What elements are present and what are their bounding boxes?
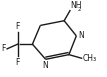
Text: F: F <box>15 22 20 31</box>
Text: 2: 2 <box>78 7 82 12</box>
Text: F: F <box>1 44 5 53</box>
Text: F: F <box>15 58 20 67</box>
Text: CH₃: CH₃ <box>83 54 97 63</box>
Text: NH: NH <box>71 1 82 10</box>
Text: N: N <box>79 31 84 40</box>
Text: N: N <box>42 61 48 70</box>
